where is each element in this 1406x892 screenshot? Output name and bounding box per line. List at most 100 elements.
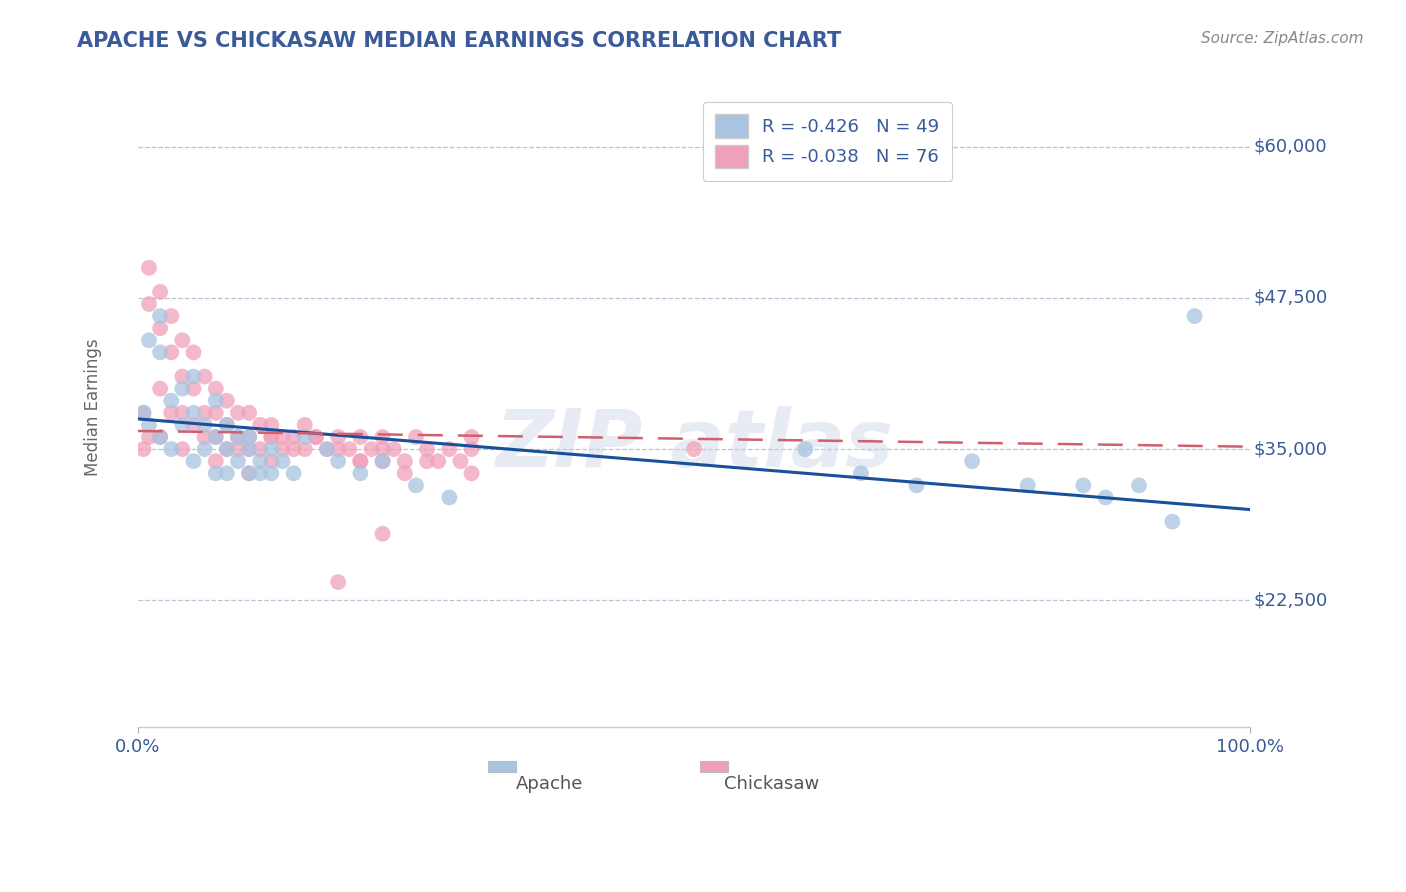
Point xyxy=(405,478,427,492)
Point xyxy=(849,467,872,481)
Point xyxy=(226,406,249,420)
Point xyxy=(172,417,194,432)
Point xyxy=(194,417,217,432)
Point xyxy=(238,442,260,456)
Point xyxy=(132,442,155,456)
Text: Source: ZipAtlas.com: Source: ZipAtlas.com xyxy=(1201,31,1364,46)
Point xyxy=(149,309,172,323)
Point xyxy=(172,406,194,420)
Text: APACHE VS CHICKASAW MEDIAN EARNINGS CORRELATION CHART: APACHE VS CHICKASAW MEDIAN EARNINGS CORR… xyxy=(77,31,842,51)
Point xyxy=(149,321,172,335)
Point xyxy=(416,454,439,468)
Point xyxy=(260,442,283,456)
Point xyxy=(405,430,427,444)
Point xyxy=(132,406,155,420)
Point xyxy=(172,382,194,396)
Text: $60,000: $60,000 xyxy=(1254,138,1327,156)
Point xyxy=(1128,478,1150,492)
FancyBboxPatch shape xyxy=(700,761,727,772)
Point xyxy=(360,442,382,456)
Point xyxy=(283,442,305,456)
Point xyxy=(439,442,461,456)
Point xyxy=(215,442,238,456)
Point xyxy=(160,393,183,408)
Point xyxy=(371,526,394,541)
Point xyxy=(204,454,226,468)
Point xyxy=(371,454,394,468)
Point xyxy=(194,369,217,384)
Point xyxy=(149,382,172,396)
Point xyxy=(204,393,226,408)
Point xyxy=(183,345,205,359)
Point xyxy=(249,454,271,468)
Point xyxy=(172,369,194,384)
Point xyxy=(305,430,328,444)
Point xyxy=(183,382,205,396)
Point xyxy=(337,442,360,456)
Point xyxy=(194,430,217,444)
Text: Median Earnings: Median Earnings xyxy=(84,338,103,475)
Point xyxy=(1017,478,1039,492)
Point xyxy=(294,442,316,456)
Point xyxy=(371,442,394,456)
Point xyxy=(260,467,283,481)
Point xyxy=(349,454,371,468)
Point xyxy=(215,417,238,432)
Point xyxy=(349,467,371,481)
Point xyxy=(149,285,172,299)
Legend: R = -0.426   N = 49, R = -0.038   N = 76: R = -0.426 N = 49, R = -0.038 N = 76 xyxy=(703,102,952,181)
Point xyxy=(160,309,183,323)
Point xyxy=(260,430,283,444)
Point xyxy=(316,442,339,456)
Text: Chickasaw: Chickasaw xyxy=(724,775,820,793)
Point xyxy=(260,417,283,432)
Point xyxy=(138,297,160,311)
Point xyxy=(283,467,305,481)
Point xyxy=(138,417,160,432)
Point xyxy=(249,417,271,432)
Point xyxy=(226,430,249,444)
Point xyxy=(260,454,283,468)
Point xyxy=(138,260,160,275)
Point xyxy=(215,393,238,408)
Point xyxy=(238,467,260,481)
Point xyxy=(460,442,482,456)
Point xyxy=(349,430,371,444)
Point xyxy=(226,442,249,456)
Point xyxy=(1094,491,1116,505)
Point xyxy=(371,430,394,444)
Point xyxy=(238,406,260,420)
Point xyxy=(460,430,482,444)
Point xyxy=(283,430,305,444)
Point xyxy=(183,406,205,420)
Point xyxy=(382,442,405,456)
Point xyxy=(238,430,260,444)
Point xyxy=(416,442,439,456)
Point xyxy=(316,442,339,456)
Point xyxy=(138,333,160,347)
Point xyxy=(138,430,160,444)
Text: $47,500: $47,500 xyxy=(1254,289,1327,307)
FancyBboxPatch shape xyxy=(488,761,516,772)
Point xyxy=(204,430,226,444)
Text: $22,500: $22,500 xyxy=(1254,591,1327,609)
Point xyxy=(905,478,928,492)
Point xyxy=(215,417,238,432)
Point xyxy=(194,442,217,456)
Text: Apache: Apache xyxy=(516,775,583,793)
Point xyxy=(204,382,226,396)
Point xyxy=(326,575,349,590)
Point xyxy=(1073,478,1095,492)
Point xyxy=(294,430,316,444)
Point xyxy=(271,454,294,468)
Point xyxy=(204,467,226,481)
Point xyxy=(238,430,260,444)
Point xyxy=(271,430,294,444)
Point xyxy=(238,442,260,456)
Point xyxy=(394,454,416,468)
Point xyxy=(238,467,260,481)
Point xyxy=(215,467,238,481)
Point xyxy=(326,454,349,468)
Point xyxy=(394,467,416,481)
Point xyxy=(132,406,155,420)
